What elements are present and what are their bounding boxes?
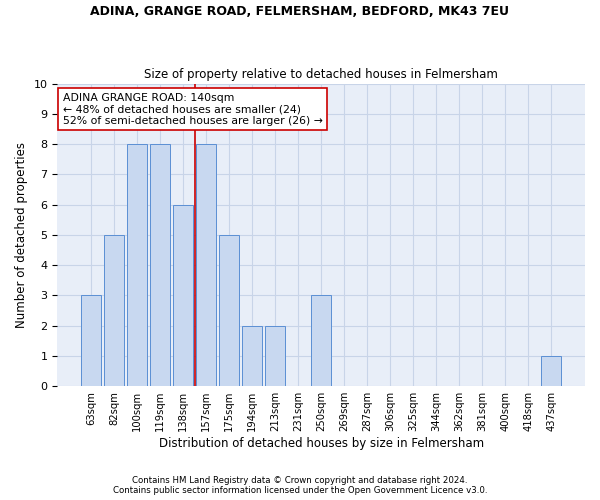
Title: Size of property relative to detached houses in Felmersham: Size of property relative to detached ho… [144, 68, 498, 81]
Y-axis label: Number of detached properties: Number of detached properties [15, 142, 28, 328]
Bar [242, 326, 262, 386]
Bar [150, 144, 170, 386]
Text: Contains HM Land Registry data © Crown copyright and database right 2024.
Contai: Contains HM Land Registry data © Crown c… [113, 476, 487, 495]
Bar [127, 144, 147, 386]
Bar [541, 356, 561, 386]
Text: ADINA, GRANGE ROAD, FELMERSHAM, BEDFORD, MK43 7EU: ADINA, GRANGE ROAD, FELMERSHAM, BEDFORD,… [91, 5, 509, 18]
X-axis label: Distribution of detached houses by size in Felmersham: Distribution of detached houses by size … [158, 437, 484, 450]
Bar [196, 144, 216, 386]
Bar [265, 326, 285, 386]
Bar [220, 235, 239, 386]
Text: ADINA GRANGE ROAD: 140sqm
← 48% of detached houses are smaller (24)
52% of semi-: ADINA GRANGE ROAD: 140sqm ← 48% of detac… [62, 92, 322, 126]
Bar [311, 296, 331, 386]
Bar [104, 235, 124, 386]
Bar [81, 296, 101, 386]
Bar [173, 204, 193, 386]
